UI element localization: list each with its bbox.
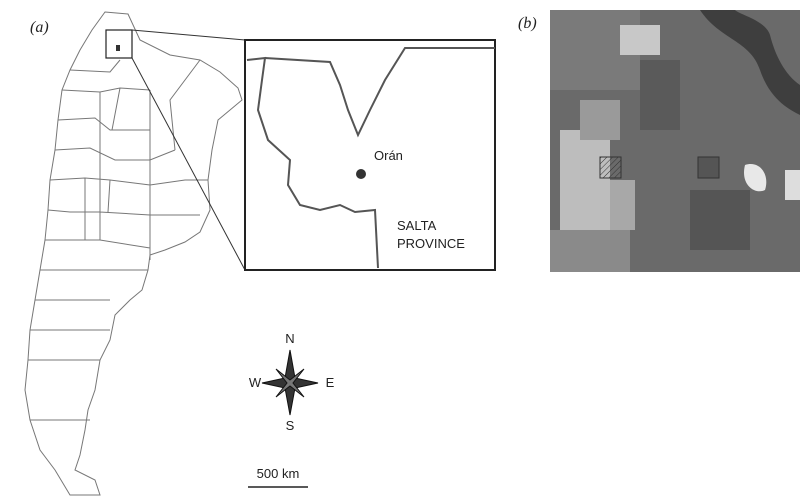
satellite-image (550, 10, 800, 272)
compass-label: E (326, 375, 335, 390)
figure: (a) Orán SALTA PROVINCE N E S W 500 km (… (0, 0, 800, 500)
town-marker (356, 169, 366, 179)
panel-label: (a) (30, 19, 49, 36)
scale-label: 500 km (257, 466, 300, 481)
study-plot (600, 157, 621, 178)
region-label: PROVINCE (397, 236, 465, 251)
panel-label: (b) (518, 15, 537, 32)
compass-label: S (286, 418, 295, 433)
region-label: SALTA (397, 218, 437, 233)
compass-label: N (285, 331, 294, 346)
locator-mark (116, 45, 120, 51)
study-plot (698, 157, 719, 178)
town-label: Orán (374, 148, 403, 163)
compass-label: W (249, 375, 262, 390)
